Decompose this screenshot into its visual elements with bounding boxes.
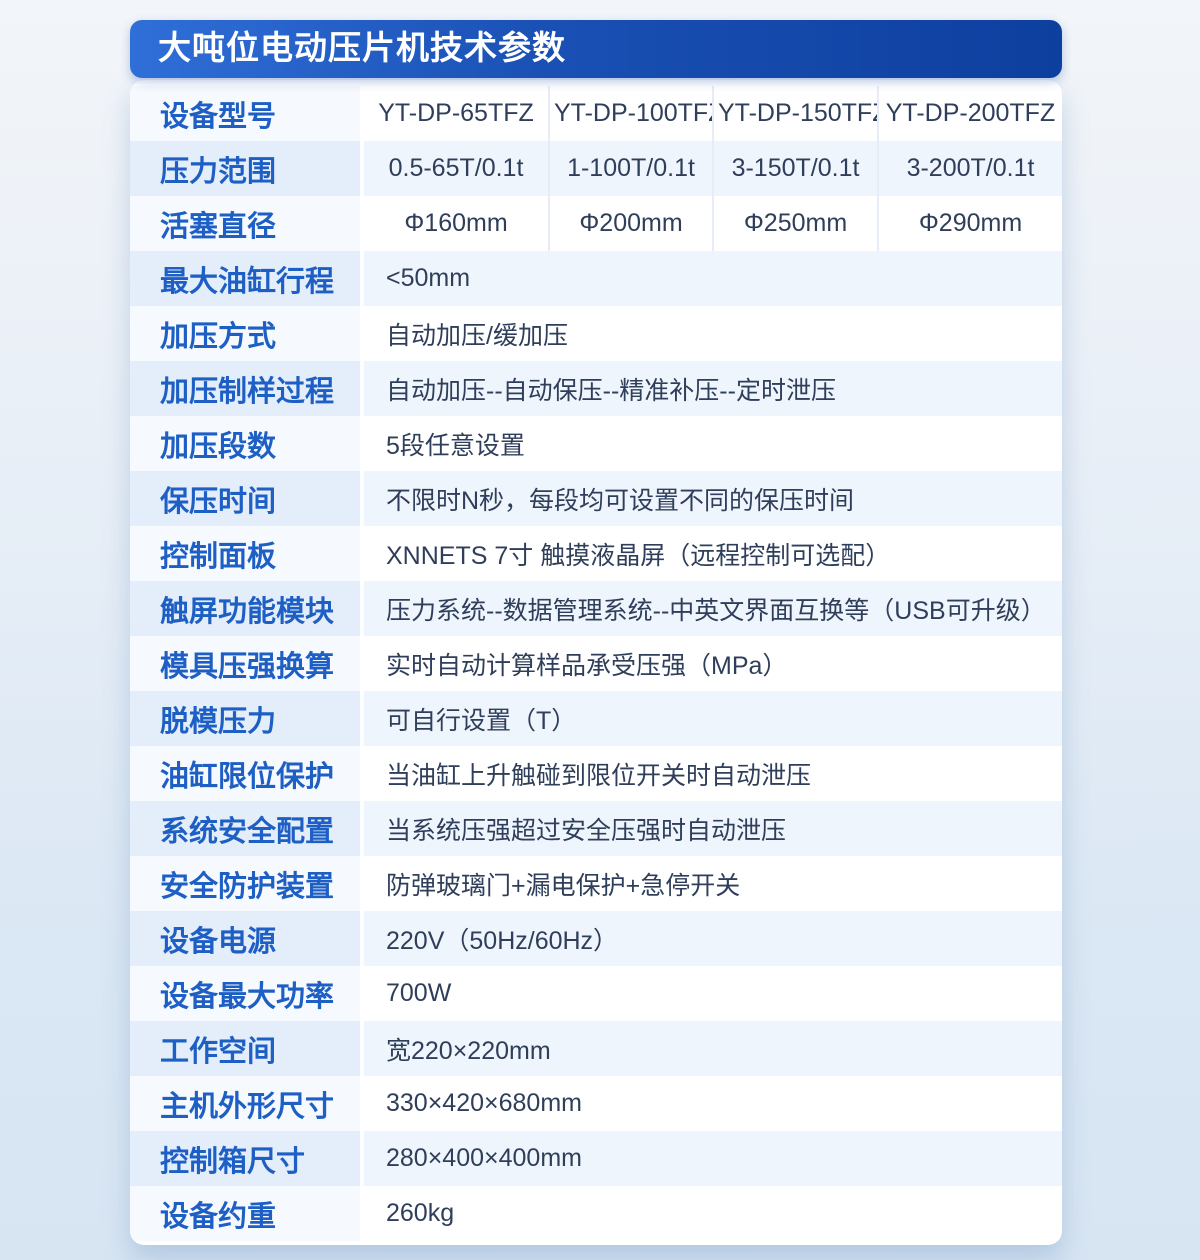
spec-value-cell: 防弹玻璃门+漏电保护+急停开关: [364, 856, 1062, 911]
row-label: 模具压强换算: [130, 636, 364, 691]
spec-row: 控制面板 XNNETS 7寸 触摸液晶屏（远程控制可选配）: [130, 526, 1062, 581]
row-label: 工作空间: [130, 1021, 364, 1076]
spec-value-cell: 260kg: [364, 1186, 1062, 1241]
spec-value-cell: 可自行设置（T）: [364, 691, 1062, 746]
model-row: 压力范围 0.5-65T/0.1t 1-100T/0.1t 3-150T/0.1t 3-…: [130, 141, 1062, 196]
spec-row: 安全防护装置 防弹玻璃门+漏电保护+急停开关: [130, 856, 1062, 911]
spec-table-card: 设备型号 YT-DP-65TFZ YT-DP-100TFZ YT-DP-150TFZ Y…: [130, 80, 1062, 1245]
spec-row: 控制箱尺寸 280×400×400mm: [130, 1131, 1062, 1186]
spec-value-cell: 当油缸上升触碰到限位开关时自动泄压: [364, 746, 1062, 801]
model-value-cell: Φ160mm: [364, 196, 548, 251]
row-label: 压力范围: [130, 141, 364, 196]
spec-table-body: 设备型号 YT-DP-65TFZ YT-DP-100TFZ YT-DP-150TFZ Y…: [130, 86, 1062, 1241]
row-label: 设备约重: [130, 1186, 364, 1241]
model-value-cell: 1-100T/0.1t: [548, 141, 712, 196]
model-value-cell: YT-DP-100TFZ: [548, 86, 712, 141]
row-label: 油缸限位保护: [130, 746, 364, 801]
spec-row: 加压制样过程 自动加压--自动保压--精准补压--定时泄压: [130, 361, 1062, 416]
header-banner: 大吨位电动压片机技术参数: [130, 20, 1062, 78]
model-value-cell: YT-DP-200TFZ: [877, 86, 1062, 141]
spec-row: 脱模压力 可自行设置（T）: [130, 691, 1062, 746]
spec-row: 加压段数 5段任意设置: [130, 416, 1062, 471]
spec-row: 加压方式 自动加压/缓加压: [130, 306, 1062, 361]
row-label: 加压方式: [130, 306, 364, 361]
spec-value-cell: 700W: [364, 966, 1062, 1021]
spec-row: 设备约重 260kg: [130, 1186, 1062, 1241]
spec-value-cell: 自动加压/缓加压: [364, 306, 1062, 361]
spec-row: 设备电源 220V（50Hz/60Hz）: [130, 911, 1062, 966]
spec-row: 工作空间 宽220×220mm: [130, 1021, 1062, 1076]
row-label: 加压段数: [130, 416, 364, 471]
row-label: 脱模压力: [130, 691, 364, 746]
spec-value-cell: 当系统压强超过安全压强时自动泄压: [364, 801, 1062, 856]
spec-value-cell: 330×420×680mm: [364, 1076, 1062, 1131]
row-label: 触屏功能模块: [130, 581, 364, 636]
spec-value-cell: 280×400×400mm: [364, 1131, 1062, 1186]
row-label: 活塞直径: [130, 196, 364, 251]
row-label: 控制面板: [130, 526, 364, 581]
page-title: 大吨位电动压片机技术参数: [158, 30, 566, 67]
spec-value-cell: 实时自动计算样品承受压强（MPa）: [364, 636, 1062, 691]
row-label: 设备最大功率: [130, 966, 364, 1021]
spec-value-cell: 不限时N秒，每段均可设置不同的保压时间: [364, 471, 1062, 526]
model-value-cell: YT-DP-65TFZ: [364, 86, 548, 141]
row-label: 设备型号: [130, 86, 364, 141]
model-value-cell: Φ250mm: [712, 196, 877, 251]
spec-row: 最大油缸行程 <50mm: [130, 251, 1062, 306]
spec-sheet: 大吨位电动压片机技术参数 设备型号 YT-DP-65TFZ YT-DP-100TFZ…: [130, 20, 1062, 1245]
model-value-cell: YT-DP-150TFZ: [712, 86, 877, 141]
spec-value-cell: 宽220×220mm: [364, 1021, 1062, 1076]
model-value-cell: 0.5-65T/0.1t: [364, 141, 548, 196]
spec-value-cell: XNNETS 7寸 触摸液晶屏（远程控制可选配）: [364, 526, 1062, 581]
row-label: 主机外形尺寸: [130, 1076, 364, 1131]
spec-row: 模具压强换算 实时自动计算样品承受压强（MPa）: [130, 636, 1062, 691]
spec-value-cell: <50mm: [364, 251, 1062, 306]
spec-row: 主机外形尺寸 330×420×680mm: [130, 1076, 1062, 1131]
spec-row: 触屏功能模块 压力系统--数据管理系统--中英文界面互换等（USB可升级）: [130, 581, 1062, 636]
model-value-cell: Φ200mm: [548, 196, 712, 251]
row-label: 系统安全配置: [130, 801, 364, 856]
row-label: 保压时间: [130, 471, 364, 526]
model-value-cell: Φ290mm: [877, 196, 1062, 251]
spec-value-cell: 220V（50Hz/60Hz）: [364, 911, 1062, 966]
row-label: 加压制样过程: [130, 361, 364, 416]
spec-value-cell: 5段任意设置: [364, 416, 1062, 471]
spec-value-cell: 压力系统--数据管理系统--中英文界面互换等（USB可升级）: [364, 581, 1062, 636]
spec-table: 设备型号 YT-DP-65TFZ YT-DP-100TFZ YT-DP-150TFZ Y…: [130, 86, 1062, 1241]
row-label: 安全防护装置: [130, 856, 364, 911]
model-value-cell: 3-200T/0.1t: [877, 141, 1062, 196]
row-label: 最大油缸行程: [130, 251, 364, 306]
row-label: 控制箱尺寸: [130, 1131, 364, 1186]
spec-row: 保压时间 不限时N秒，每段均可设置不同的保压时间: [130, 471, 1062, 526]
row-label: 设备电源: [130, 911, 364, 966]
spec-row: 系统安全配置 当系统压强超过安全压强时自动泄压: [130, 801, 1062, 856]
spec-row: 设备最大功率 700W: [130, 966, 1062, 1021]
spec-row: 油缸限位保护 当油缸上升触碰到限位开关时自动泄压: [130, 746, 1062, 801]
spec-value-cell: 自动加压--自动保压--精准补压--定时泄压: [364, 361, 1062, 416]
model-value-cell: 3-150T/0.1t: [712, 141, 877, 196]
model-row: 设备型号 YT-DP-65TFZ YT-DP-100TFZ YT-DP-150TFZ Y…: [130, 86, 1062, 141]
model-row: 活塞直径 Φ160mm Φ200mm Φ250mm Φ290mm: [130, 196, 1062, 251]
